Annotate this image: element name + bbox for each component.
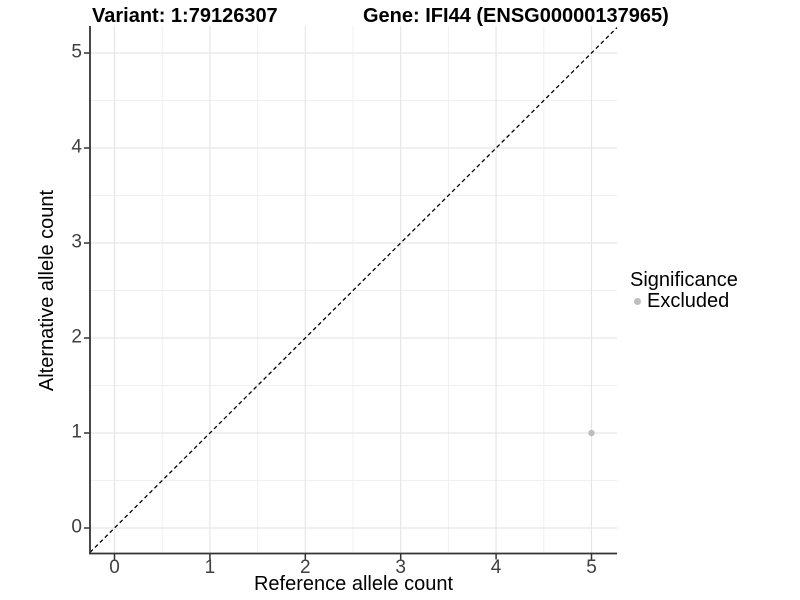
legend-items: Excluded: [630, 289, 738, 312]
gene-title: Gene: IFI44 (ENSG00000137965): [363, 5, 669, 27]
y-tick-label: 4: [71, 136, 82, 158]
variant-title: Variant: 1:79126307: [92, 5, 278, 27]
y-axis-title: Alternative allele count: [28, 0, 68, 580]
y-tick-label: 0: [71, 516, 82, 538]
y-tick-label: 2: [71, 326, 82, 348]
y-tick-label: 5: [71, 41, 82, 63]
x-tick-label: 0: [109, 557, 120, 578]
data-point: [588, 429, 595, 437]
legend-entry: Excluded: [630, 289, 738, 312]
legend-title: Significance: [630, 269, 738, 291]
legend: Significance Excluded: [630, 269, 738, 312]
y-tick-label: 3: [71, 231, 82, 253]
legend-entry-label: Excluded: [647, 289, 730, 312]
y-axis-title-text: Alternative allele count: [36, 189, 59, 391]
legend-point-icon: [634, 297, 641, 305]
x-tick-label: 3: [395, 557, 406, 578]
x-tick-label: 4: [490, 557, 502, 578]
y-tick-label: 1: [71, 421, 82, 443]
identity-line: [89, 27, 618, 553]
x-axis-title: Reference allele count: [253, 573, 453, 595]
x-tick-label: 1: [204, 557, 216, 578]
x-tick-label: 2: [300, 557, 311, 578]
x-tick-label: 5: [586, 557, 597, 578]
